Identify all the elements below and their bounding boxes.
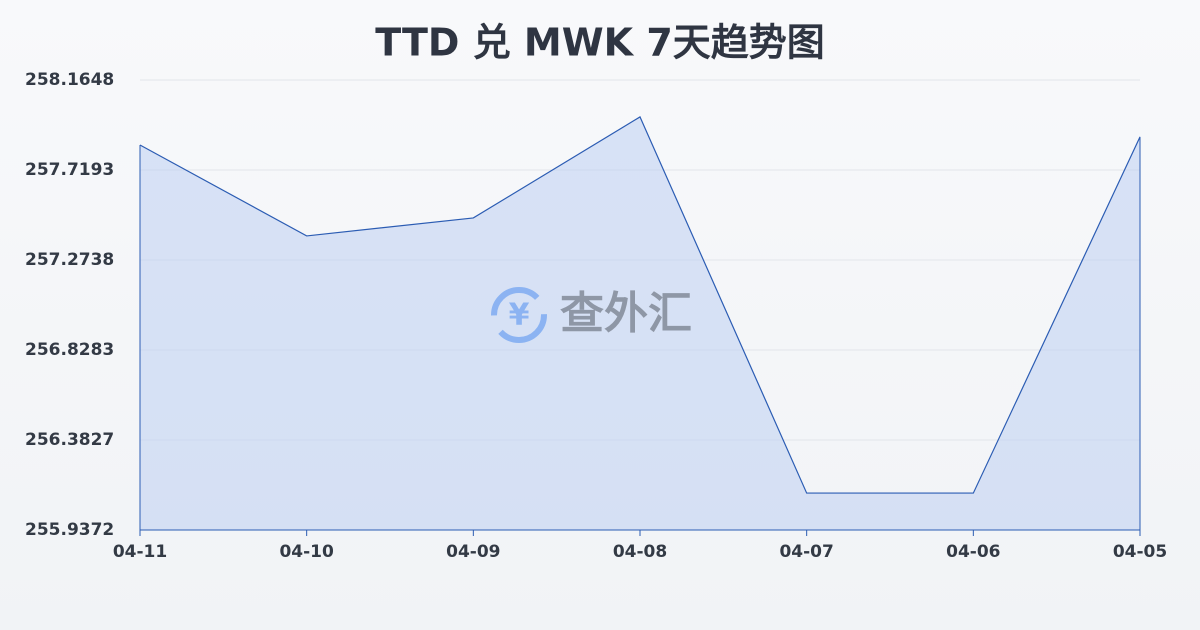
watermark-icon [491, 287, 547, 343]
line [139, 116, 1141, 494]
area-fill [140, 116, 1140, 530]
x-tick-label: 04-11 [113, 542, 167, 562]
x-tick-label: 04-05 [1113, 542, 1167, 562]
watermark: ¥ 查外汇 [491, 287, 692, 343]
x-tick-label: 04-07 [779, 542, 833, 562]
chart-title: TTD 兑 MWK 7天趋势图 [375, 21, 825, 65]
watermark-text: 查外汇 [560, 288, 692, 339]
x-tick-label: 04-06 [946, 542, 1000, 562]
watermark-symbol: ¥ [509, 298, 530, 333]
x-tick-label: 04-09 [446, 542, 500, 562]
y-tick-label: 258.1648 [25, 70, 114, 90]
x-tick-label: 04-08 [613, 542, 667, 562]
y-tick-label: 257.7193 [25, 160, 114, 180]
plot-area: 255.9372 256.3827 256.8283 257.2738 257.7193… [25, 70, 1167, 562]
y-tick-label: 256.8283 [25, 340, 114, 360]
y-tick-label: 255.9372 [25, 520, 114, 540]
y-tick-label: 256.3827 [25, 430, 114, 450]
y-tick-label: 257.2738 [25, 250, 114, 270]
x-tick-label: 04-10 [279, 542, 334, 562]
